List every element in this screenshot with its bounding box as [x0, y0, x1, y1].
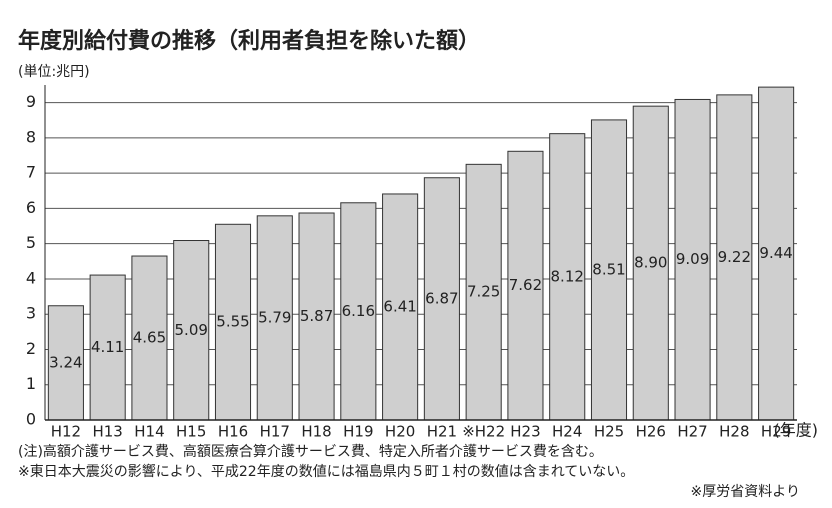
bar: [256, 215, 293, 421]
value-label: 9.44: [759, 244, 792, 262]
x-tick-label: H27: [677, 423, 707, 441]
value-label: 8.51: [592, 260, 625, 278]
value-label: 6.41: [383, 297, 416, 315]
y-tick-label: 9: [26, 92, 36, 111]
y-tick-label: 3: [26, 304, 36, 323]
y-tick-label: 2: [26, 339, 36, 358]
x-tick-label: H28: [719, 423, 749, 441]
x-tick-label: H26: [636, 423, 666, 441]
bar: [590, 119, 628, 421]
bar: [549, 133, 586, 421]
x-tick-label: H20: [385, 423, 415, 441]
value-label: 5.79: [258, 308, 291, 326]
bar: [465, 163, 502, 421]
note: ※東日本大震災の影響により、平成22年度の数値には福島県内５町１村の数値は含まれ…: [18, 463, 634, 480]
chart-title: 年度別給付費の推移（利用者負担を除いた額）: [18, 28, 480, 54]
note: ※厚労省資料より: [691, 484, 800, 500]
bar: [423, 177, 460, 421]
bar: [758, 86, 795, 421]
bar: [298, 212, 335, 421]
x-axis-label: (年度): [774, 421, 819, 440]
bar: [47, 305, 84, 421]
x-tick-label: H21: [427, 423, 457, 441]
bar: [507, 150, 544, 421]
bar: [340, 202, 377, 421]
x-tick-label: H25: [594, 423, 624, 441]
value-label: 9.09: [676, 250, 709, 268]
value-label: 6.16: [342, 302, 375, 320]
x-tick-label: H24: [552, 423, 582, 441]
x-tick-label: H16: [218, 423, 248, 441]
note: (注)高額介護サービス費、高額医療合算介護サービス費、特定入所者介護サービス費を…: [18, 443, 603, 460]
bar: [632, 105, 669, 421]
x-tick-label: H12: [51, 423, 81, 441]
bar: [214, 223, 252, 421]
x-tick-label: H23: [510, 423, 540, 441]
x-tick-label: H18: [301, 423, 331, 441]
value-label: 5.55: [216, 313, 249, 331]
value-label: 7.62: [509, 276, 542, 294]
x-tick-label: H19: [343, 423, 373, 441]
y-tick-label: 4: [26, 268, 36, 287]
value-label: 4.11: [91, 338, 124, 356]
y-axis-label: (単位:兆円): [18, 64, 90, 80]
x-tick-label: H13: [92, 423, 122, 441]
x-tick-label: H14: [134, 423, 164, 441]
value-label: 3.24: [49, 353, 82, 371]
y-tick-label: 6: [26, 198, 36, 217]
bar: [716, 94, 753, 421]
value-label: 8.12: [551, 267, 584, 285]
bar: [674, 98, 711, 421]
y-tick-label: 7: [26, 163, 36, 182]
y-tick-label: 0: [26, 410, 36, 429]
x-tick-label: H29: [761, 423, 791, 441]
y-tick-label: 5: [26, 233, 36, 252]
x-tick-label: H17: [260, 423, 290, 441]
value-label: 5.09: [175, 321, 208, 339]
y-tick-label: 1: [26, 374, 36, 393]
value-label: 6.87: [425, 289, 458, 307]
y-tick-label: 8: [26, 127, 36, 146]
value-label: 5.87: [300, 307, 333, 325]
value-label: 4.65: [133, 329, 166, 347]
value-label: 8.90: [634, 254, 667, 272]
value-label: 7.25: [467, 283, 500, 301]
x-tick-label: ※H22: [462, 423, 505, 441]
x-tick-label: H15: [176, 423, 206, 441]
value-label: 9.22: [718, 248, 751, 266]
